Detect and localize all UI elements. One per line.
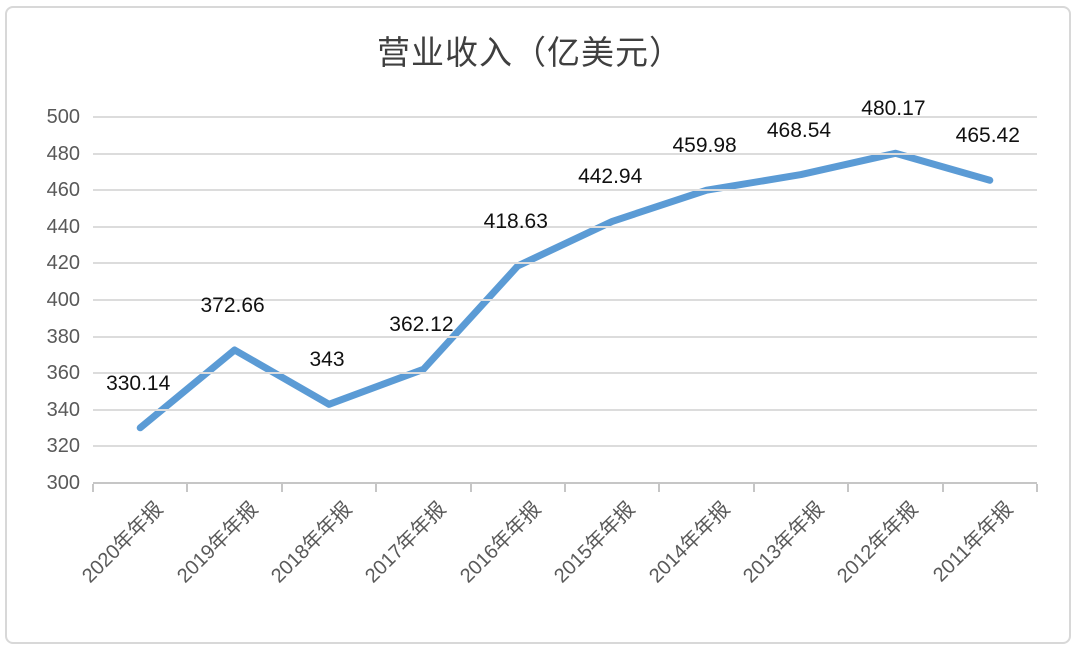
x-axis-tick [469,484,472,492]
gridline [93,445,1037,448]
y-axis-tick-label: 360 [46,362,80,385]
x-axis-tick [280,484,283,492]
y-axis-tick-label: 460 [46,179,80,202]
x-axis-tick [1036,484,1038,492]
x-axis-tick [564,484,566,492]
data-point-label: 468.54 [766,118,832,142]
gridline [93,225,1037,228]
y-axis-tick-label: 420 [46,252,80,275]
y-axis-tick-label: 340 [46,398,80,421]
y-axis-tick-label: 440 [46,215,80,238]
gridline [93,335,1037,338]
gridline [93,372,1037,375]
data-point-label: 343 [309,348,345,372]
data-point-label: 372.66 [200,294,265,318]
gridline [93,262,1037,265]
x-axis-tick [186,484,189,492]
y-axis-tick-label: 380 [46,325,80,348]
x-axis-tick [92,484,94,492]
x-axis-tick [658,484,661,492]
x-axis-tick [375,484,378,492]
chart-title: 营业收入（亿美元） [377,33,683,72]
data-point-label: 330.14 [106,371,171,395]
gridline [93,408,1037,411]
x-axis-tick [847,484,850,492]
chart-border-frame [5,6,1071,644]
series-line [136,149,994,432]
x-axis-line [93,482,1037,484]
gridline [93,116,1037,118]
x-axis-tick [752,484,755,492]
data-point-label: 362.12 [389,313,454,337]
gridline [93,299,1037,301]
data-point-label: 465.42 [955,124,1020,148]
data-point-label: 480.17 [861,97,926,121]
y-axis-tick-label: 480 [46,142,80,165]
data-point-label: 442.94 [578,165,643,189]
x-axis-tick [941,484,944,492]
gridline [93,152,1037,155]
y-axis-tick-label: 400 [46,289,80,311]
y-axis-tick-label: 320 [46,435,80,458]
data-point-label: 459.98 [672,134,737,158]
data-point-label: 418.63 [483,209,548,233]
y-axis-tick-label: 500 [46,106,80,128]
gridline [93,189,1037,192]
y-axis-tick-label: 300 [46,472,80,494]
